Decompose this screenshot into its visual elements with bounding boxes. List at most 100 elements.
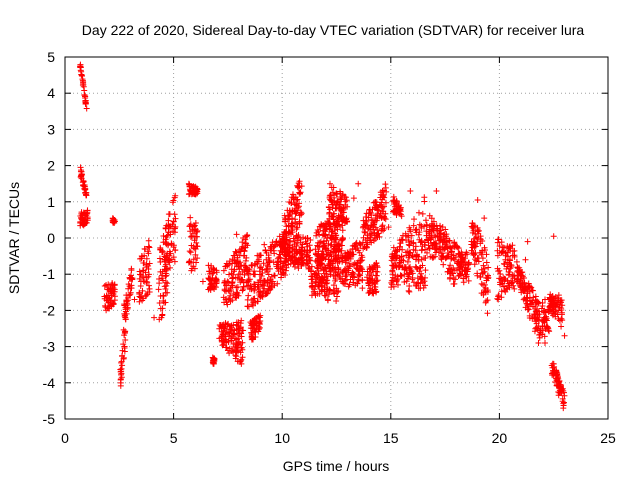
data-point: [418, 238, 425, 245]
y-tick-label: 1: [47, 194, 55, 210]
data-point: [293, 232, 300, 239]
data-point: [259, 292, 266, 299]
data-point: [433, 227, 440, 234]
data-point: [477, 274, 484, 281]
data-point: [377, 213, 384, 220]
data-point: [221, 286, 228, 293]
data-point: [422, 217, 429, 224]
data-point: [474, 228, 481, 235]
data-point: [423, 221, 430, 228]
data-point: [338, 216, 345, 223]
data-point: [205, 276, 212, 283]
data-point: [140, 278, 147, 285]
data-point: [250, 321, 257, 328]
data-point: [234, 330, 241, 337]
data-point: [375, 230, 382, 237]
data-point: [455, 250, 462, 257]
data-point: [233, 353, 240, 360]
data-point: [226, 271, 233, 278]
data-point: [554, 371, 561, 378]
data-point: [333, 293, 340, 300]
data-point: [193, 259, 200, 266]
data-point: [230, 291, 237, 298]
data-point: [145, 250, 152, 257]
data-point: [373, 289, 380, 296]
data-point: [531, 311, 538, 318]
data-point: [511, 285, 518, 292]
data-point: [396, 243, 403, 250]
data-point: [193, 239, 200, 246]
data-point: [360, 234, 367, 241]
data-point: [222, 333, 229, 340]
data-point: [555, 375, 562, 382]
data-point: [159, 311, 166, 318]
data-point: [347, 276, 354, 283]
data-point: [137, 294, 144, 301]
data-point: [185, 259, 192, 266]
data-point: [129, 275, 136, 282]
data-point: [316, 290, 323, 297]
y-tick-label: 2: [47, 158, 55, 174]
data-point: [194, 227, 201, 234]
data-point: [536, 334, 543, 341]
data-point: [365, 289, 372, 296]
data-point: [160, 232, 167, 239]
data-point: [325, 262, 332, 269]
data-point: [416, 268, 423, 275]
data-point: [333, 222, 340, 229]
data-point: [500, 274, 507, 281]
data-point: [474, 235, 481, 242]
data-point: [155, 286, 162, 293]
data-point: [426, 212, 433, 219]
data-point: [511, 247, 518, 254]
data-point: [391, 259, 398, 266]
data-point: [234, 341, 241, 348]
data-point: [440, 233, 447, 240]
data-point: [172, 192, 179, 199]
data-point: [479, 255, 486, 262]
data-point: [536, 311, 543, 318]
data-point: [233, 319, 240, 326]
data-point: [499, 248, 506, 255]
data-point: [156, 316, 163, 323]
data-point: [206, 268, 213, 275]
data-point: [289, 215, 296, 222]
data-point: [208, 262, 215, 269]
data-point: [286, 244, 293, 251]
data-point: [121, 301, 128, 308]
data-point: [281, 249, 288, 256]
data-point: [373, 278, 380, 285]
data-point: [421, 255, 428, 262]
data-point: [513, 258, 520, 265]
data-point: [504, 253, 511, 260]
data-point: [412, 247, 419, 254]
data-point: [282, 228, 289, 235]
data-point: [324, 277, 331, 284]
data-point: [128, 282, 135, 289]
data-point: [265, 271, 272, 278]
data-point: [557, 298, 564, 305]
data-point: [431, 242, 438, 249]
data-point: [189, 185, 196, 192]
data-point: [460, 275, 467, 282]
data-point: [540, 317, 547, 324]
data-point: [330, 282, 337, 289]
data-point: [84, 217, 91, 224]
data-point: [291, 255, 298, 262]
data-point: [289, 229, 296, 236]
data-point: [471, 261, 478, 268]
data-point: [232, 248, 239, 255]
data-point: [319, 248, 326, 255]
data-point: [444, 253, 451, 260]
data-point: [389, 267, 396, 274]
data-point: [293, 258, 300, 265]
data-point: [388, 257, 395, 264]
data-point: [111, 288, 118, 295]
data-point: [470, 238, 477, 245]
data-point: [478, 251, 485, 258]
data-point: [278, 274, 285, 281]
data-point: [242, 257, 249, 264]
data-point: [306, 247, 313, 254]
data-point: [188, 242, 195, 249]
data-point: [432, 245, 439, 252]
